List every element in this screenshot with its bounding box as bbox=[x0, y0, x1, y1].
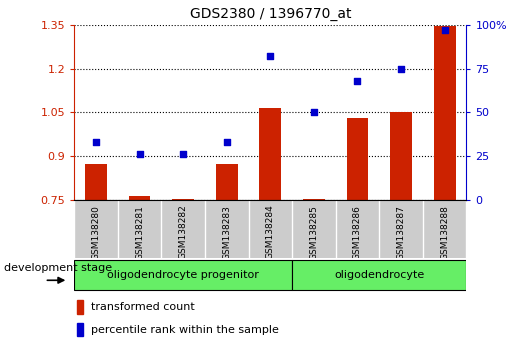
Text: GSM138287: GSM138287 bbox=[396, 205, 405, 259]
Text: GSM138284: GSM138284 bbox=[266, 205, 275, 259]
Text: oligodendrocyte progenitor: oligodendrocyte progenitor bbox=[107, 270, 259, 280]
Text: GSM138283: GSM138283 bbox=[222, 205, 231, 259]
Bar bbox=[129, 196, 151, 200]
Point bbox=[440, 27, 449, 33]
Bar bbox=[259, 108, 281, 200]
Bar bbox=[74, 260, 292, 290]
Text: GSM138286: GSM138286 bbox=[353, 205, 362, 259]
Point bbox=[266, 53, 275, 59]
Point bbox=[92, 139, 100, 145]
Text: transformed count: transformed count bbox=[91, 302, 195, 312]
Bar bbox=[172, 199, 194, 200]
Bar bbox=[347, 118, 368, 200]
Text: GSM138280: GSM138280 bbox=[92, 205, 101, 259]
Bar bbox=[85, 164, 107, 200]
Bar bbox=[434, 26, 455, 200]
Point bbox=[135, 152, 144, 157]
Bar bbox=[292, 260, 466, 290]
Text: development stage: development stage bbox=[4, 263, 112, 273]
Text: oligodendrocyte: oligodendrocyte bbox=[334, 270, 425, 280]
Text: GSM138288: GSM138288 bbox=[440, 205, 449, 259]
Bar bbox=[303, 199, 325, 200]
Point bbox=[179, 152, 188, 157]
Title: GDS2380 / 1396770_at: GDS2380 / 1396770_at bbox=[190, 7, 351, 21]
Bar bbox=[216, 164, 237, 200]
Bar bbox=[76, 323, 83, 336]
Point bbox=[397, 66, 405, 72]
Point bbox=[310, 110, 318, 115]
Bar bbox=[390, 113, 412, 200]
Text: GSM138285: GSM138285 bbox=[310, 205, 319, 259]
Point bbox=[223, 139, 231, 145]
Text: percentile rank within the sample: percentile rank within the sample bbox=[91, 325, 279, 335]
Text: GSM138282: GSM138282 bbox=[179, 205, 188, 259]
Bar bbox=[76, 300, 83, 314]
Text: GSM138281: GSM138281 bbox=[135, 205, 144, 259]
Point bbox=[353, 78, 361, 84]
